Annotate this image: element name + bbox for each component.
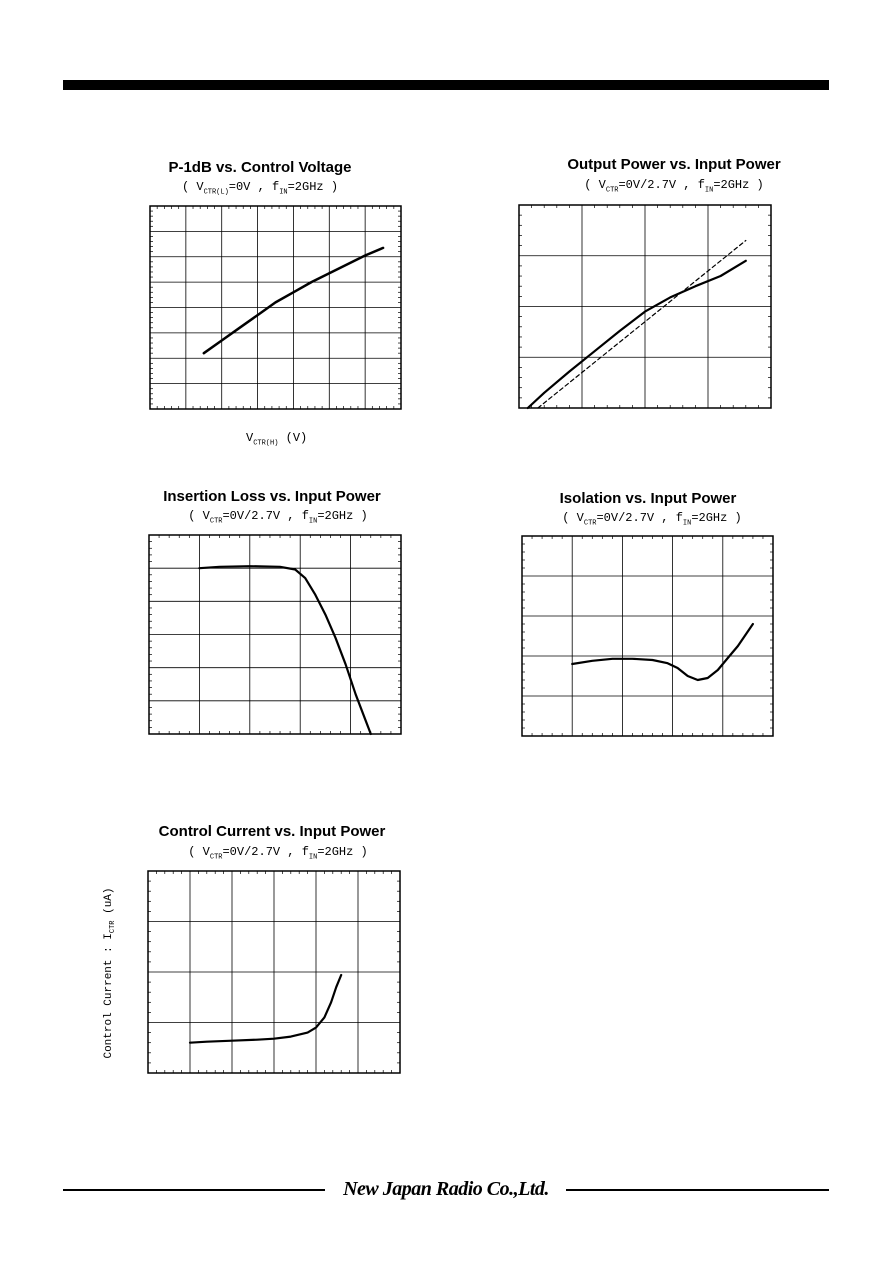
data-series-line bbox=[526, 259, 747, 410]
plot-frame bbox=[521, 535, 774, 737]
data-series-line bbox=[198, 565, 372, 736]
chart-subtitle: ( VCTR=0V/2.7V , fIN=2GHz ) bbox=[188, 509, 368, 526]
chart-title: Control Current vs. Input Power bbox=[158, 823, 386, 840]
plot-frame bbox=[518, 204, 772, 409]
chart-title: Isolation vs. Input Power bbox=[559, 490, 737, 507]
footer-rule-left bbox=[63, 1189, 325, 1191]
data-series-line bbox=[188, 973, 343, 1044]
chart-subtitle: ( VCTR=0V/2.7V , fIN=2GHz ) bbox=[188, 845, 368, 862]
footer-rule-right bbox=[566, 1189, 829, 1191]
plot-frame bbox=[149, 205, 402, 410]
chart-insertion-loss-vs-input-power: Insertion Loss vs. Input Power ( VCTR=0V… bbox=[90, 484, 450, 784]
p-1-line bbox=[537, 239, 747, 409]
data-series-line bbox=[571, 622, 754, 682]
chart-subtitle: ( VCTR=0V/2.7V , fIN=2GHz ) bbox=[584, 178, 764, 195]
chart-plot bbox=[518, 204, 772, 410]
chart-plot bbox=[149, 205, 402, 410]
chart-title: Insertion Loss vs. Input Power bbox=[163, 488, 381, 505]
plot-frame bbox=[148, 534, 402, 735]
x-axis-label: VCTR(H) (V) bbox=[246, 431, 308, 448]
chart-title: P-1dB vs. Control Voltage bbox=[168, 159, 352, 176]
chart-control-current-vs-input-power: Control Current vs. Input Power ( VCTR=0… bbox=[90, 820, 450, 1120]
data-series-line bbox=[202, 246, 385, 355]
chart-p1db-vs-control-voltage: P-1dB vs. Control Voltage ( VCTR(L)=0V ,… bbox=[70, 155, 450, 455]
chart-subtitle: ( VCTR(L)=0V , fIN=2GHz ) bbox=[181, 180, 339, 197]
header-rule bbox=[63, 80, 829, 90]
footer-company-logo: New Japan Radio Co.,Ltd. bbox=[343, 1178, 549, 1200]
plot-frame bbox=[147, 870, 401, 1074]
y-axis-label: Control Current : ICTR (uA) bbox=[102, 887, 118, 1059]
chart-isolation-vs-input-power: Isolation vs. Input Power ( VCTR=0V/2.7V… bbox=[462, 486, 862, 786]
chart-title: Output Power vs. Input Power bbox=[567, 156, 781, 173]
chart-plot bbox=[147, 870, 401, 1074]
chart-subtitle: ( VCTR=0V/2.7V , fIN=2GHz ) bbox=[562, 511, 742, 528]
chart-output-power-vs-input-power: Output Power vs. Input Power ( VCTR=0V/2… bbox=[460, 152, 860, 452]
chart-plot bbox=[521, 535, 774, 737]
chart-plot bbox=[148, 534, 402, 736]
